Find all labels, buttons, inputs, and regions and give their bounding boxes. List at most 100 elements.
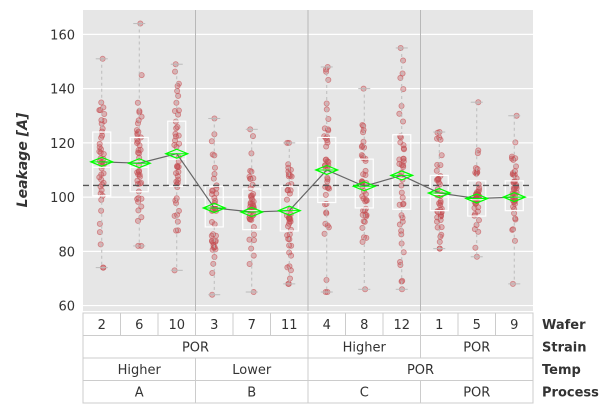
data-point xyxy=(474,150,481,157)
data-point xyxy=(323,143,330,150)
data-point xyxy=(511,237,518,244)
data-point xyxy=(136,167,143,174)
data-point xyxy=(398,189,405,196)
data-point xyxy=(435,176,442,183)
data-point xyxy=(400,118,407,125)
data-point xyxy=(399,214,406,221)
data-point xyxy=(437,233,444,240)
boxes xyxy=(92,23,524,296)
data-point xyxy=(210,242,217,249)
box xyxy=(242,188,262,231)
data-point xyxy=(322,66,329,73)
table-cell-label: POR xyxy=(463,341,490,356)
data-point xyxy=(360,171,367,178)
table-cell-label: 3 xyxy=(210,318,218,333)
data-point xyxy=(97,241,104,248)
table-cell-label: Higher xyxy=(343,341,387,356)
data-point xyxy=(99,181,106,188)
data-point xyxy=(250,237,257,244)
data-point xyxy=(96,140,103,147)
data-point xyxy=(359,193,366,200)
data-point xyxy=(96,229,103,236)
data-point xyxy=(247,175,254,182)
data-point xyxy=(173,170,180,177)
factor-name-label: Strain xyxy=(542,341,586,356)
data-point xyxy=(98,146,105,153)
data-point xyxy=(399,70,406,77)
table-cell-label: 8 xyxy=(360,318,368,333)
data-point xyxy=(135,207,142,214)
data-point xyxy=(98,134,105,141)
data-point xyxy=(360,127,367,134)
table-cell-label: 5 xyxy=(473,318,481,333)
data-point xyxy=(100,150,107,157)
data-point xyxy=(173,200,180,207)
data-point xyxy=(438,224,445,231)
table-cell-label: 2 xyxy=(98,318,106,333)
table-cell-label: Higher xyxy=(118,363,162,378)
data-point xyxy=(209,269,216,276)
group-separators xyxy=(195,10,421,311)
data-point xyxy=(362,198,369,205)
data-point xyxy=(400,200,407,207)
data-point xyxy=(434,208,441,215)
table-cell-label: 7 xyxy=(248,318,256,333)
data-point xyxy=(509,170,516,177)
data-point xyxy=(436,238,443,245)
data-point xyxy=(208,138,215,145)
data-point xyxy=(173,227,180,234)
data-point xyxy=(250,252,257,259)
data-point xyxy=(135,171,142,178)
data-point xyxy=(287,172,294,179)
data-point xyxy=(437,206,444,213)
data-point xyxy=(210,260,217,267)
y-axis-ticks: 60 80 100 120 140 160 xyxy=(50,28,75,314)
table-cell-label: B xyxy=(247,386,256,401)
data-point xyxy=(135,147,142,154)
table-cell-label: POR xyxy=(182,341,209,356)
data-point xyxy=(100,170,107,177)
data-point xyxy=(247,185,254,192)
data-point xyxy=(174,123,181,130)
box xyxy=(392,134,412,210)
data-point xyxy=(326,185,333,192)
data-point xyxy=(250,198,257,205)
data-point xyxy=(283,196,290,203)
table-cell-label: 4 xyxy=(323,318,331,333)
table-cell-label: POR xyxy=(407,363,434,378)
data-point xyxy=(248,245,255,252)
data-point xyxy=(246,216,253,223)
data-point xyxy=(438,152,445,159)
data-point xyxy=(99,125,106,132)
y-tick-label: 140 xyxy=(50,83,75,98)
data-point xyxy=(98,196,105,203)
data-point xyxy=(286,215,293,222)
data-point xyxy=(512,155,519,162)
data-point xyxy=(174,218,181,225)
data-point xyxy=(358,152,365,159)
mean-diamonds xyxy=(89,148,527,218)
y-tick-label: 120 xyxy=(50,137,75,152)
data-point xyxy=(175,163,182,170)
factor-name-label: Process xyxy=(542,386,599,401)
data-point xyxy=(288,252,295,259)
data-point xyxy=(98,176,105,183)
data-point xyxy=(434,218,441,225)
factor-name-label: Temp xyxy=(542,363,581,378)
box xyxy=(279,185,299,232)
data-point xyxy=(400,162,407,169)
data-point xyxy=(396,110,403,117)
data-point xyxy=(138,113,145,120)
data-point xyxy=(284,187,291,194)
data-point xyxy=(286,220,293,227)
table-cell-label: 9 xyxy=(510,318,518,333)
data-point xyxy=(400,163,407,170)
data-point xyxy=(361,207,368,214)
data-point xyxy=(436,200,443,207)
data-point xyxy=(358,143,365,150)
data-point xyxy=(246,236,253,243)
data-point xyxy=(322,191,329,198)
y-tick-label: 160 xyxy=(50,28,75,43)
y-axis-label: Leakage [A] xyxy=(15,112,31,207)
data-point xyxy=(433,167,440,174)
